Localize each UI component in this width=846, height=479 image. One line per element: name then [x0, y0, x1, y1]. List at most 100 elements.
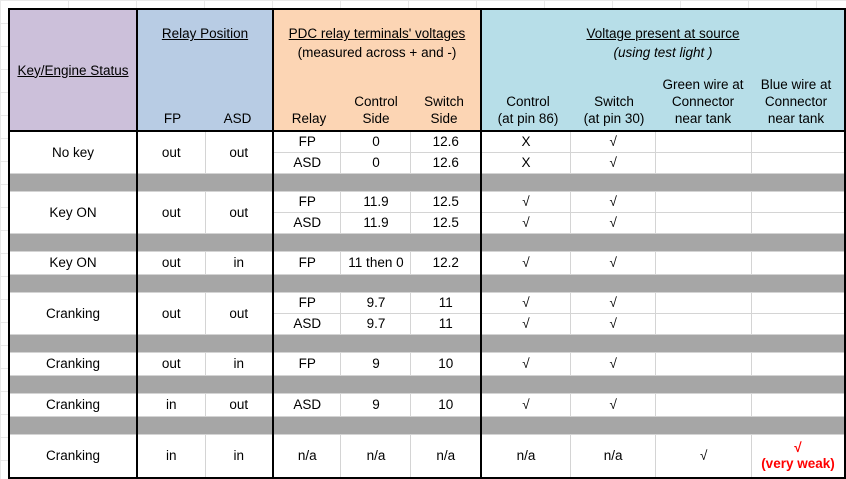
cell-switch-source[interactable]: n/a	[569, 433, 657, 479]
header-voltage-source[interactable]: Voltage present at source (using test li…	[480, 8, 846, 132]
cell-green-wire[interactable]	[655, 190, 752, 213]
cell-control-side[interactable]: 9.7	[340, 291, 412, 314]
cell-switch-side[interactable]: 10	[410, 351, 482, 376]
cell-fp-position[interactable]: out	[136, 351, 206, 376]
cell-control-source[interactable]: n/a	[479, 433, 571, 479]
cell-control-source[interactable]: √	[479, 291, 571, 314]
cell-relay[interactable]: ASD	[272, 392, 342, 417]
cell-switch-source[interactable]: √	[569, 291, 657, 314]
header-relay-position[interactable]: Relay Position FP ASD	[136, 8, 274, 132]
cell-relay[interactable]: ASD	[272, 211, 342, 234]
cell-blue-wire[interactable]: √ (very weak)	[750, 433, 846, 479]
cell-control-side[interactable]: 0	[340, 151, 412, 174]
cell-green-wire[interactable]: √	[655, 433, 752, 479]
cell-switch-source[interactable]: √	[569, 130, 657, 153]
separator-cell	[480, 232, 846, 252]
cell-control-side[interactable]: 9	[340, 392, 412, 417]
cell-fp-position[interactable]: out	[136, 291, 206, 335]
cell-control-source[interactable]: X	[479, 151, 571, 174]
header-key-engine-status[interactable]: Key/Engine Status	[8, 8, 138, 132]
cell-green-wire[interactable]	[655, 392, 752, 417]
cell-control-side[interactable]: 11.9	[340, 190, 412, 213]
cell-status[interactable]: Key ON	[8, 190, 138, 234]
cell-switch-source[interactable]: √	[569, 312, 657, 335]
cell-switch-side[interactable]: 12.5	[410, 190, 482, 213]
cell-control-side[interactable]: 0	[340, 130, 412, 153]
cell-relay[interactable]: FP	[272, 291, 342, 314]
cell-green-wire[interactable]	[655, 211, 752, 234]
cell-green-wire[interactable]	[655, 130, 752, 153]
voltage-source-title: Voltage present at source	[586, 26, 740, 41]
cell-fp-position[interactable]: out	[136, 130, 206, 174]
cell-control-source[interactable]: √	[479, 250, 571, 275]
cell-switch-side[interactable]: 12.6	[410, 130, 482, 153]
cell-switch-side[interactable]: n/a	[410, 433, 482, 479]
cell-green-wire[interactable]	[655, 291, 752, 314]
cell-blue-wire[interactable]	[750, 151, 846, 174]
cell-switch-source[interactable]: √	[569, 211, 657, 234]
cell-status[interactable]: No key	[8, 130, 138, 174]
cell-status[interactable]: Cranking	[8, 291, 138, 335]
cell-switch-side[interactable]: 12.2	[410, 250, 482, 275]
cell-switch-source[interactable]: √	[569, 351, 657, 376]
cell-status[interactable]: Cranking	[8, 351, 138, 376]
cell-relay[interactable]: FP	[272, 130, 342, 153]
cell-relay[interactable]: FP	[272, 190, 342, 213]
cell-fp-position[interactable]: out	[136, 190, 206, 234]
cell-switch-side[interactable]: 11	[410, 291, 482, 314]
cell-switch-side[interactable]: 10	[410, 392, 482, 417]
cell-control-source[interactable]: X	[479, 130, 571, 153]
cell-switch-side[interactable]: 12.5	[410, 211, 482, 234]
cell-control-source[interactable]: √	[479, 392, 571, 417]
cell-asd-position[interactable]: in	[204, 250, 274, 275]
cell-switch-side[interactable]: 12.6	[410, 151, 482, 174]
cell-blue-wire[interactable]	[750, 312, 846, 335]
cell-relay[interactable]: ASD	[272, 151, 342, 174]
cell-green-wire[interactable]	[655, 151, 752, 174]
cell-status[interactable]: Key ON	[8, 250, 138, 275]
cell-blue-wire[interactable]	[750, 190, 846, 213]
cell-relay[interactable]: FP	[272, 250, 342, 275]
cell-relay[interactable]: n/a	[272, 433, 342, 479]
cell-blue-wire[interactable]	[750, 211, 846, 234]
cell-blue-wire[interactable]	[750, 130, 846, 153]
cell-control-side[interactable]: 9.7	[340, 312, 412, 335]
cell-relay[interactable]: ASD	[272, 312, 342, 335]
cell-status[interactable]: Cranking	[8, 433, 138, 479]
cell-blue-wire[interactable]	[750, 392, 846, 417]
cell-blue-wire[interactable]	[750, 250, 846, 275]
cell-switch-source[interactable]: √	[569, 190, 657, 213]
cell-fp-position[interactable]: out	[136, 250, 206, 275]
cell-green-wire[interactable]	[655, 312, 752, 335]
separator-row	[8, 333, 846, 353]
cell-asd-position[interactable]: out	[204, 392, 274, 417]
cell-blue-wire[interactable]	[750, 351, 846, 376]
cell-control-source[interactable]: √	[479, 190, 571, 213]
separator-cell	[480, 172, 846, 192]
cell-switch-source[interactable]: √	[569, 250, 657, 275]
separator-row	[8, 415, 846, 435]
cell-switch-source[interactable]: √	[569, 392, 657, 417]
cell-relay[interactable]: FP	[272, 351, 342, 376]
cell-blue-wire[interactable]	[750, 291, 846, 314]
cell-fp-position[interactable]: in	[136, 392, 206, 417]
cell-asd-position[interactable]: in	[204, 433, 274, 479]
cell-status[interactable]: Cranking	[8, 392, 138, 417]
cell-control-side[interactable]: 9	[340, 351, 412, 376]
cell-switch-source[interactable]: √	[569, 151, 657, 174]
cell-asd-position[interactable]: out	[204, 291, 274, 335]
cell-asd-position[interactable]: in	[204, 351, 274, 376]
cell-control-side[interactable]: 11 then 0	[340, 250, 412, 275]
cell-green-wire[interactable]	[655, 351, 752, 376]
cell-asd-position[interactable]: out	[204, 190, 274, 234]
cell-asd-position[interactable]: out	[204, 130, 274, 174]
cell-control-source[interactable]: √	[479, 211, 571, 234]
cell-fp-position[interactable]: in	[136, 433, 206, 479]
cell-control-source[interactable]: √	[479, 312, 571, 335]
header-pdc-voltages[interactable]: PDC relay terminals' voltages (measured …	[272, 8, 482, 132]
cell-green-wire[interactable]	[655, 250, 752, 275]
cell-control-side[interactable]: 11.9	[340, 211, 412, 234]
cell-control-source[interactable]: √	[479, 351, 571, 376]
cell-control-side[interactable]: n/a	[340, 433, 412, 479]
cell-switch-side[interactable]: 11	[410, 312, 482, 335]
